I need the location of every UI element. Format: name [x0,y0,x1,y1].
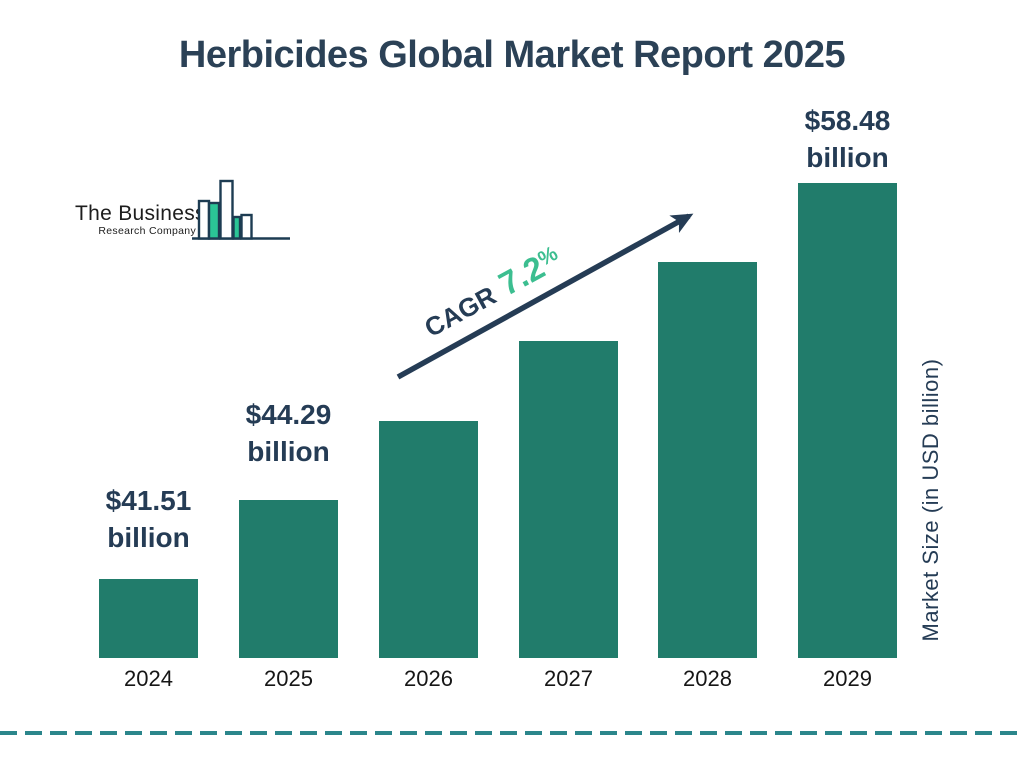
bar-2027 [519,341,618,658]
value-label-2029: $58.48 billion [804,105,891,173]
year-label-2026: 2026 [404,666,453,691]
value-label-2024: $41.51 billion [105,485,192,553]
year-label-2028: 2028 [683,666,732,691]
bar-2025 [239,500,338,658]
bar-2028 [658,262,757,658]
company-logo: The Business Research Company [75,177,375,247]
year-label-2029: 2029 [823,666,872,691]
y-axis-label: Market Size (in USD billion) [918,358,943,642]
page-title: Herbicides Global Market Report 2025 [178,34,846,76]
cagr-label: CAGR [419,280,501,343]
bar-2026 [379,421,478,658]
logo-text: The Business Research Company [75,202,206,238]
value-label-2025: $44.29 billion [245,399,332,467]
year-label-2027: 2027 [544,666,593,691]
bottom-dashed-divider [0,731,1024,735]
logo-company-name: The Business [75,202,206,225]
year-label-2024: 2024 [124,666,173,691]
bar-2024 [99,579,198,658]
cagr-annotation: CAGR7.2% [417,239,568,345]
bar-chart-logo-icon [192,179,290,240]
year-label-2025: 2025 [264,666,313,691]
logo-company-subname: Research Company [98,225,196,237]
bar-2029 [798,183,897,658]
